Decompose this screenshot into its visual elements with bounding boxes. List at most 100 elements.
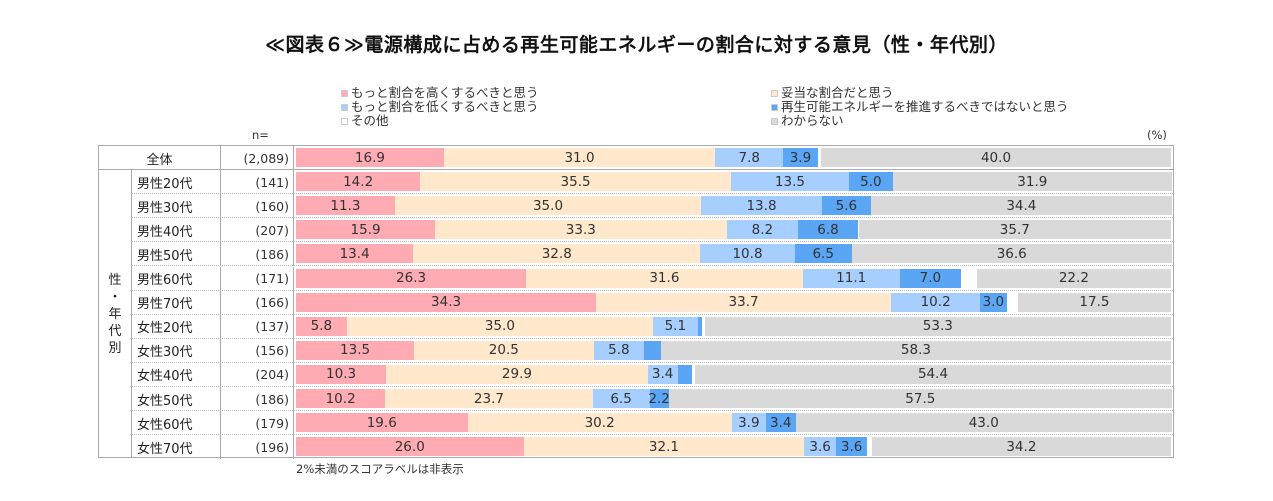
data-label: 13.8 — [746, 197, 777, 214]
bar-segment: 30.2 — [467, 413, 732, 433]
legend-swatch — [771, 117, 778, 125]
data-label: 40.0 — [980, 149, 1012, 166]
data-label: 58.3 — [900, 342, 931, 359]
group-label-char: 年 — [108, 306, 122, 322]
n-header: n= — [252, 128, 269, 142]
data-label: 3.0 — [982, 294, 1005, 311]
chart-row: 男性60代 (171) 26.3 31.6 11.1 7.0 22.2 — [99, 266, 1173, 291]
data-label: 8.2 — [751, 221, 774, 238]
stacked-bar: 19.6 30.2 3.9 3.4 43.0 — [296, 413, 1172, 433]
bar-segment: 33.3 — [435, 220, 727, 240]
data-label: 16.9 — [354, 149, 385, 166]
bar-segment: 26.3 — [296, 268, 527, 288]
data-label: 36.6 — [996, 245, 1027, 262]
legend-label: もっと割合を高くするべきと思う — [351, 85, 539, 100]
data-label: 57.5 — [905, 390, 936, 407]
bar-segment: 3.9 — [783, 148, 818, 168]
data-label: 5.6 — [835, 197, 858, 214]
legend-label: その他 — [351, 113, 389, 128]
chart-table: 性・年代別 全体 (2,089) 16.9 31.0 7.8 3.9 40.0 男性20代 (1… — [98, 145, 1174, 460]
data-label: 26.0 — [394, 438, 425, 455]
sample-size: (186) — [221, 387, 294, 412]
bar-segment: 16.9 — [296, 148, 444, 168]
legend-swatch — [341, 117, 348, 125]
data-label: 35.7 — [999, 221, 1030, 238]
bar-segment: 32.1 — [523, 437, 805, 457]
data-label: 33.7 — [728, 294, 759, 311]
legend-item: もっと割合を高くするべきと思う — [341, 86, 539, 100]
bar-segment: 26.0 — [296, 437, 524, 457]
stacked-bar: 13.5 20.5 5.8 58.3 — [296, 340, 1171, 360]
bar-segment: 6.5 — [794, 244, 852, 264]
chart-row: 女性50代 (186) 10.2 23.7 6.5 2.2 57.5 — [99, 387, 1173, 412]
category-label: 女性20代 — [132, 314, 221, 339]
group-label-char: 別 — [108, 340, 122, 356]
bar-segment: 3.4 — [647, 364, 678, 384]
data-label: 7.8 — [738, 149, 760, 166]
group-label-char: 代 — [108, 323, 122, 339]
data-label: 10.2 — [920, 294, 951, 311]
data-label: 17.5 — [1079, 294, 1110, 311]
bar-segment: 29.9 — [386, 364, 648, 384]
bar-segment: 31.6 — [526, 268, 803, 288]
legend-label: もっと割合を低くするべきと思う — [351, 99, 539, 114]
data-label: 43.0 — [968, 414, 999, 431]
bar-segment: 7.8 — [715, 148, 784, 168]
bar-segment: 5.0 — [849, 172, 893, 192]
data-label: 10.2 — [325, 390, 356, 407]
legend-left: もっと割合を高くするべきと思う もっと割合を低くするべきと思う その他 — [341, 86, 539, 128]
data-label: 5.8 — [310, 318, 333, 335]
bar-segment: 57.5 — [668, 389, 1172, 409]
data-label: 34.4 — [1006, 197, 1037, 214]
sample-size: (179) — [221, 411, 294, 436]
bar-segment: 34.3 — [296, 292, 597, 312]
data-label: 14.2 — [343, 173, 374, 190]
bar-segment: 32.8 — [413, 244, 701, 264]
bar-segment: 35.5 — [420, 172, 731, 192]
unit-label: (%) — [1147, 128, 1167, 142]
chart-row: 男性70代 (166) 34.3 33.7 10.2 3.0 17.5 — [99, 290, 1173, 315]
sample-size: (137) — [221, 314, 294, 339]
data-label: 3.4 — [770, 414, 792, 431]
bar-segment: 40.0 — [821, 148, 1171, 168]
row-divider — [132, 217, 1173, 219]
bar-segment: 54.4 — [695, 364, 1171, 384]
legend-label: 再生可能エネルギーを推進するべきではないと思う — [781, 99, 1069, 114]
bar-segment: 11.3 — [296, 196, 395, 216]
group-label-sex-age: 性・年代別 — [99, 170, 132, 459]
bar-segment: 3.9 — [731, 413, 766, 433]
group-label-char: 性 — [108, 272, 122, 288]
data-label: 3.9 — [738, 414, 760, 431]
category-label: 女性40代 — [132, 362, 221, 387]
bar-segment: 14.2 — [296, 172, 421, 192]
row-divider — [99, 169, 1173, 171]
bar-segment: 10.8 — [700, 244, 795, 264]
data-label: 6.8 — [817, 221, 839, 238]
category-label: 女性60代 — [132, 411, 221, 436]
chart-row: 男性40代 (207) 15.9 33.3 8.2 6.8 35.7 — [99, 218, 1173, 243]
sample-size: (204) — [221, 362, 294, 387]
legend-item: もっと割合を低くするべきと思う — [341, 100, 539, 114]
bar-segment: 36.6 — [851, 244, 1172, 264]
legend-item: その他 — [341, 114, 539, 128]
bar-segment: 23.7 — [385, 389, 593, 409]
bar-segment: 3.4 — [765, 413, 796, 433]
data-label: 19.6 — [366, 414, 397, 431]
row-divider — [132, 241, 1173, 243]
data-label: 35.5 — [560, 173, 591, 190]
chart-row: 女性70代 (196) 26.0 32.1 3.6 3.6 34.2 — [99, 435, 1173, 460]
data-label: 34.3 — [431, 294, 462, 311]
bar-segment — [961, 268, 977, 288]
row-divider — [132, 337, 1173, 339]
chart-row: 女性40代 (204) 10.3 29.9 3.4 54.4 — [99, 362, 1173, 387]
category-label: 女性70代 — [132, 435, 221, 460]
bar-segment: 31.0 — [443, 148, 716, 168]
bar-segment: 6.5 — [592, 389, 650, 409]
category-label: 男性30代 — [132, 194, 221, 219]
data-label: 31.0 — [564, 149, 595, 166]
bar-segment: 20.5 — [414, 340, 594, 360]
bar-segment: 5.8 — [296, 316, 347, 336]
chart-row: 女性30代 (156) 13.5 20.5 5.8 58.3 — [99, 338, 1173, 363]
data-label: 34.2 — [1006, 438, 1037, 455]
data-label: 35.0 — [532, 197, 564, 214]
